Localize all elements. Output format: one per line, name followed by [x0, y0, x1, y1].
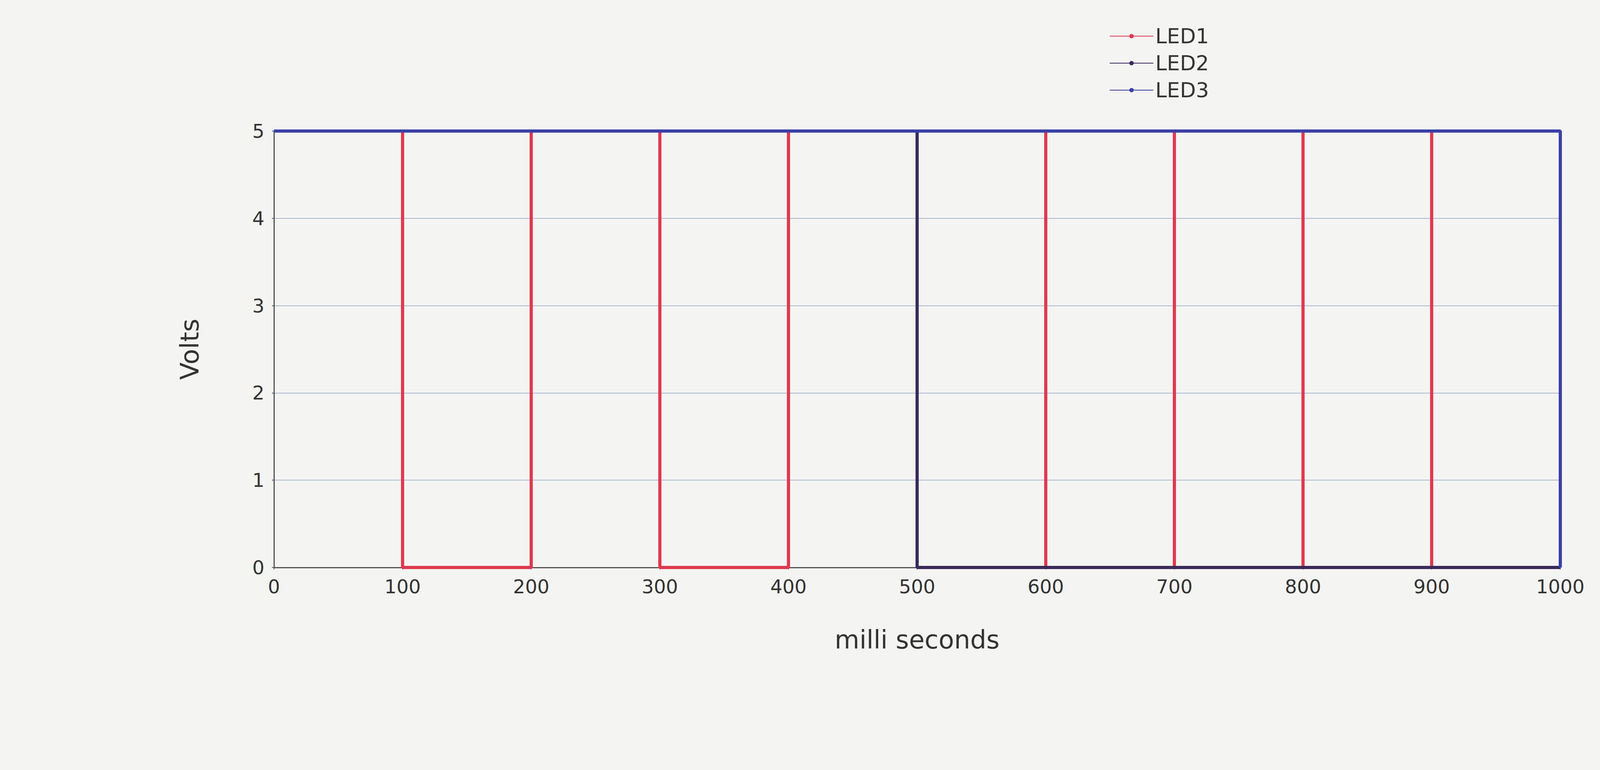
svg-text:400: 400 — [770, 575, 807, 598]
svg-text:2: 2 — [252, 381, 265, 404]
svg-text:5: 5 — [252, 119, 265, 143]
svg-text:0: 0 — [252, 556, 265, 579]
svg-text:0: 0 — [267, 575, 281, 598]
svg-text:LED2: LED2 — [1155, 51, 1209, 76]
svg-text:milli seconds: milli seconds — [834, 624, 1000, 655]
svg-text:LED3: LED3 — [1155, 78, 1209, 103]
svg-text:200: 200 — [512, 575, 550, 598]
svg-text:Volts: Volts — [175, 318, 205, 380]
svg-text:4: 4 — [252, 207, 265, 230]
svg-text:500: 500 — [898, 575, 936, 598]
svg-text:LED1: LED1 — [1155, 24, 1209, 49]
svg-text:600: 600 — [1027, 575, 1065, 598]
svg-text:300: 300 — [641, 575, 679, 598]
svg-text:700: 700 — [1156, 575, 1193, 598]
svg-text:1000: 1000 — [1536, 575, 1585, 598]
svg-text:800: 800 — [1284, 575, 1322, 598]
svg-text:3: 3 — [252, 294, 265, 317]
svg-text:1: 1 — [252, 468, 265, 492]
svg-text:900: 900 — [1413, 575, 1450, 598]
svg-text:100: 100 — [384, 575, 421, 598]
